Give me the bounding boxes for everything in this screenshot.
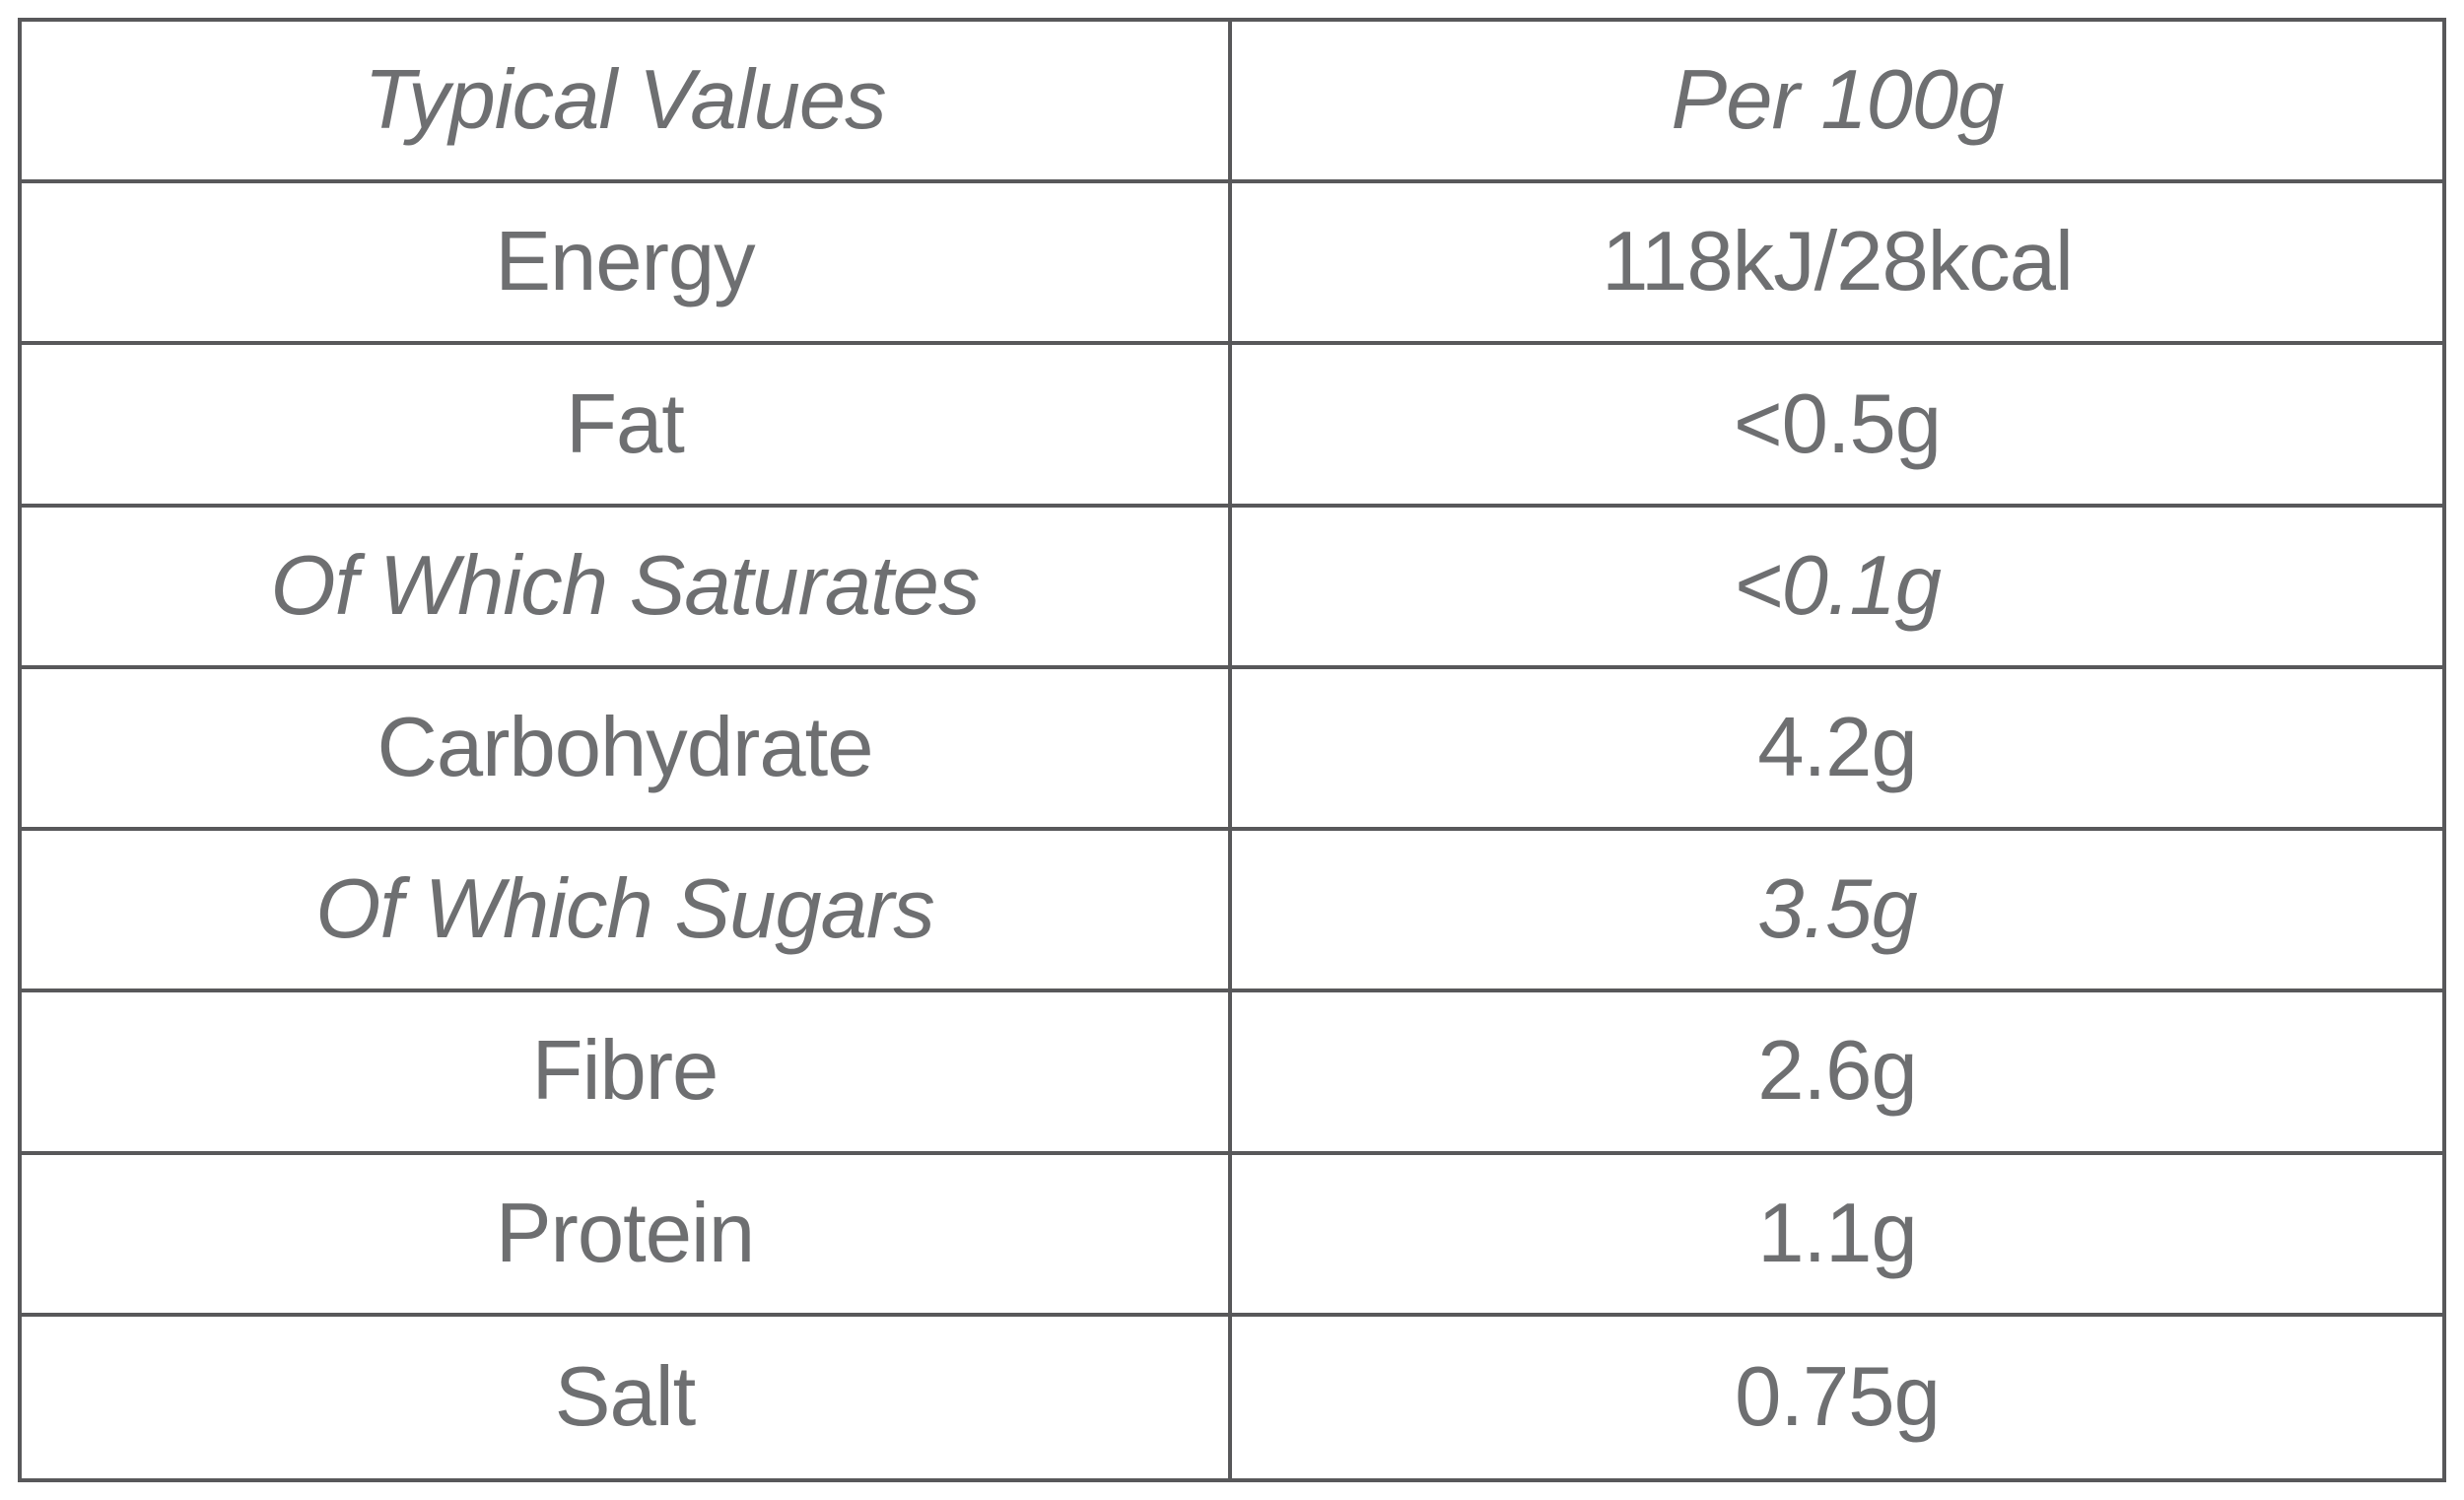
nutrient-label-energy: Energy bbox=[22, 183, 1232, 346]
nutrient-value-energy: 118kJ/28kcal bbox=[1232, 183, 2442, 346]
header-cell-per-100g: Per 100g bbox=[1232, 22, 2442, 184]
nutrient-label-saturates: Of Which Saturates bbox=[22, 507, 1232, 669]
nutrient-value-protein: 1.1g bbox=[1232, 1155, 2442, 1317]
nutrition-table: Typical Values Per 100g Energy 118kJ/28k… bbox=[18, 18, 2446, 1482]
nutrient-value-saturates: <0.1g bbox=[1232, 508, 2442, 669]
nutrient-label-salt: Salt bbox=[22, 1316, 1232, 1478]
nutrient-value-fat: <0.5g bbox=[1232, 345, 2442, 508]
nutrient-label-fibre: Fibre bbox=[22, 992, 1232, 1155]
nutrient-value-fibre: 2.6g bbox=[1232, 992, 2442, 1155]
nutrient-value-sugars: 3.5g bbox=[1232, 831, 2442, 993]
header-cell-typical-values: Typical Values bbox=[22, 22, 1232, 184]
nutrient-value-carbohydrate: 4.2g bbox=[1232, 669, 2442, 832]
nutrient-value-salt: 0.75g bbox=[1735, 1349, 1941, 1444]
nutrient-label-sugars: Of Which Sugars bbox=[22, 831, 1232, 993]
nutrient-label-fat: Fat bbox=[22, 345, 1232, 508]
nutrient-label-carbohydrate: Carbohydrate bbox=[22, 668, 1232, 832]
nutrient-label-protein: Protein bbox=[22, 1154, 1232, 1317]
